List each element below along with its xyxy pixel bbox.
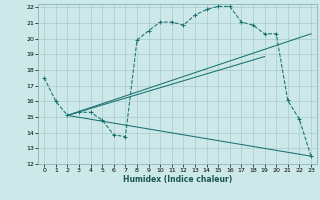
X-axis label: Humidex (Indice chaleur): Humidex (Indice chaleur) — [123, 175, 232, 184]
